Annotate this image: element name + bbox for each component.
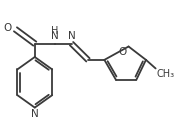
Text: N: N — [51, 31, 59, 41]
Text: H: H — [51, 26, 59, 36]
Text: CH₃: CH₃ — [157, 69, 175, 79]
Text: O: O — [119, 48, 127, 58]
Text: N: N — [68, 31, 75, 41]
Text: N: N — [31, 109, 39, 119]
Text: O: O — [3, 23, 11, 33]
